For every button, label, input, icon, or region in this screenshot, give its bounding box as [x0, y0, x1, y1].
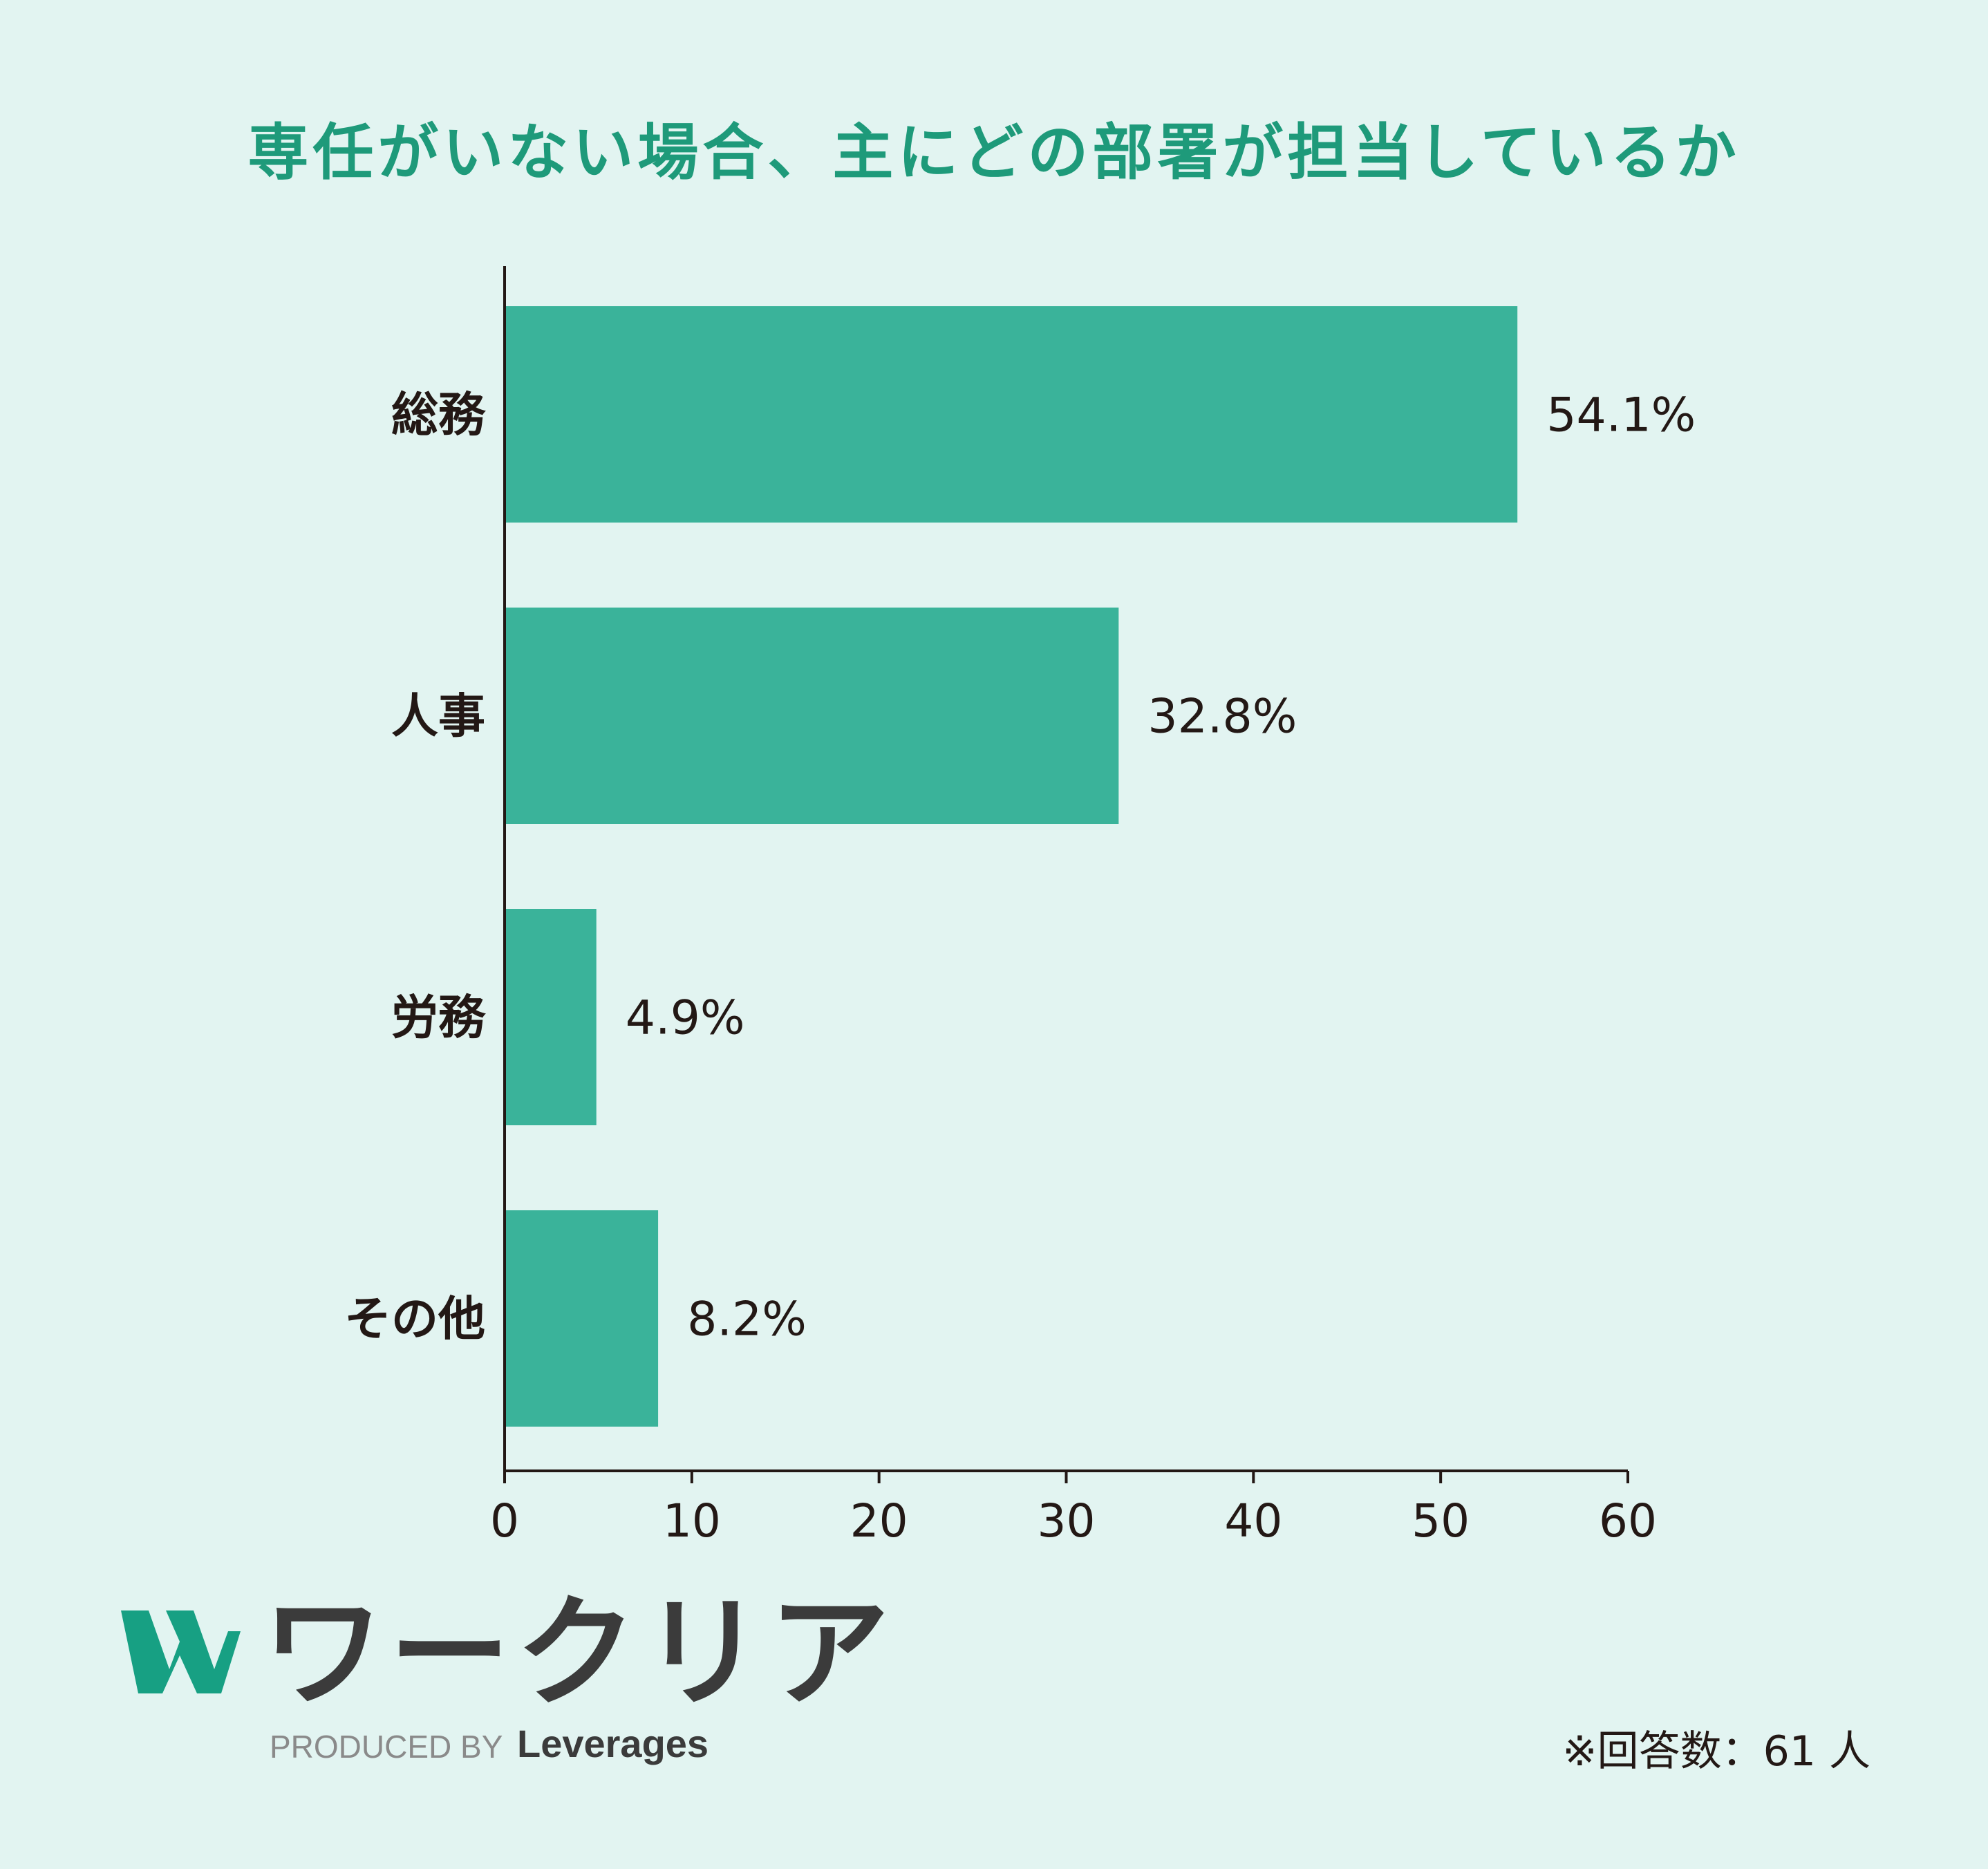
value-label: 8.2%: [687, 1293, 807, 1347]
value-label: 4.9%: [626, 991, 745, 1046]
category-label: 労務: [391, 991, 486, 1046]
w-logo-icon: [121, 1610, 241, 1693]
x-tick-label: 60: [1599, 1494, 1657, 1548]
category-label: 総務: [391, 388, 486, 443]
bar-1: [505, 608, 1119, 824]
w-logo-shape: [121, 1610, 241, 1693]
category-label: 人事: [391, 690, 485, 744]
x-tick-label: 40: [1224, 1494, 1282, 1548]
x-tick-label: 20: [850, 1494, 908, 1548]
response-count-note: ※回答数：61 人: [1562, 1727, 1870, 1776]
bar-3: [505, 1210, 659, 1427]
chart-title: 専任がいない場合、主にどの部署が担当しているか: [247, 117, 1741, 188]
produced-by-label: PRODUCED BY: [270, 1729, 503, 1765]
x-tick-label: 10: [663, 1494, 721, 1548]
value-label: 32.8%: [1147, 690, 1297, 744]
x-tick-label: 30: [1038, 1494, 1096, 1548]
bar-0: [505, 306, 1518, 523]
x-tick-label: 50: [1412, 1494, 1470, 1548]
brand-name: Leverages: [517, 1722, 709, 1765]
logo-name: ワークリア: [263, 1584, 895, 1724]
x-tick-label: 0: [490, 1494, 519, 1548]
bar-2: [505, 909, 597, 1125]
category-label: その他: [344, 1293, 485, 1347]
value-label: 54.1%: [1546, 388, 1696, 443]
